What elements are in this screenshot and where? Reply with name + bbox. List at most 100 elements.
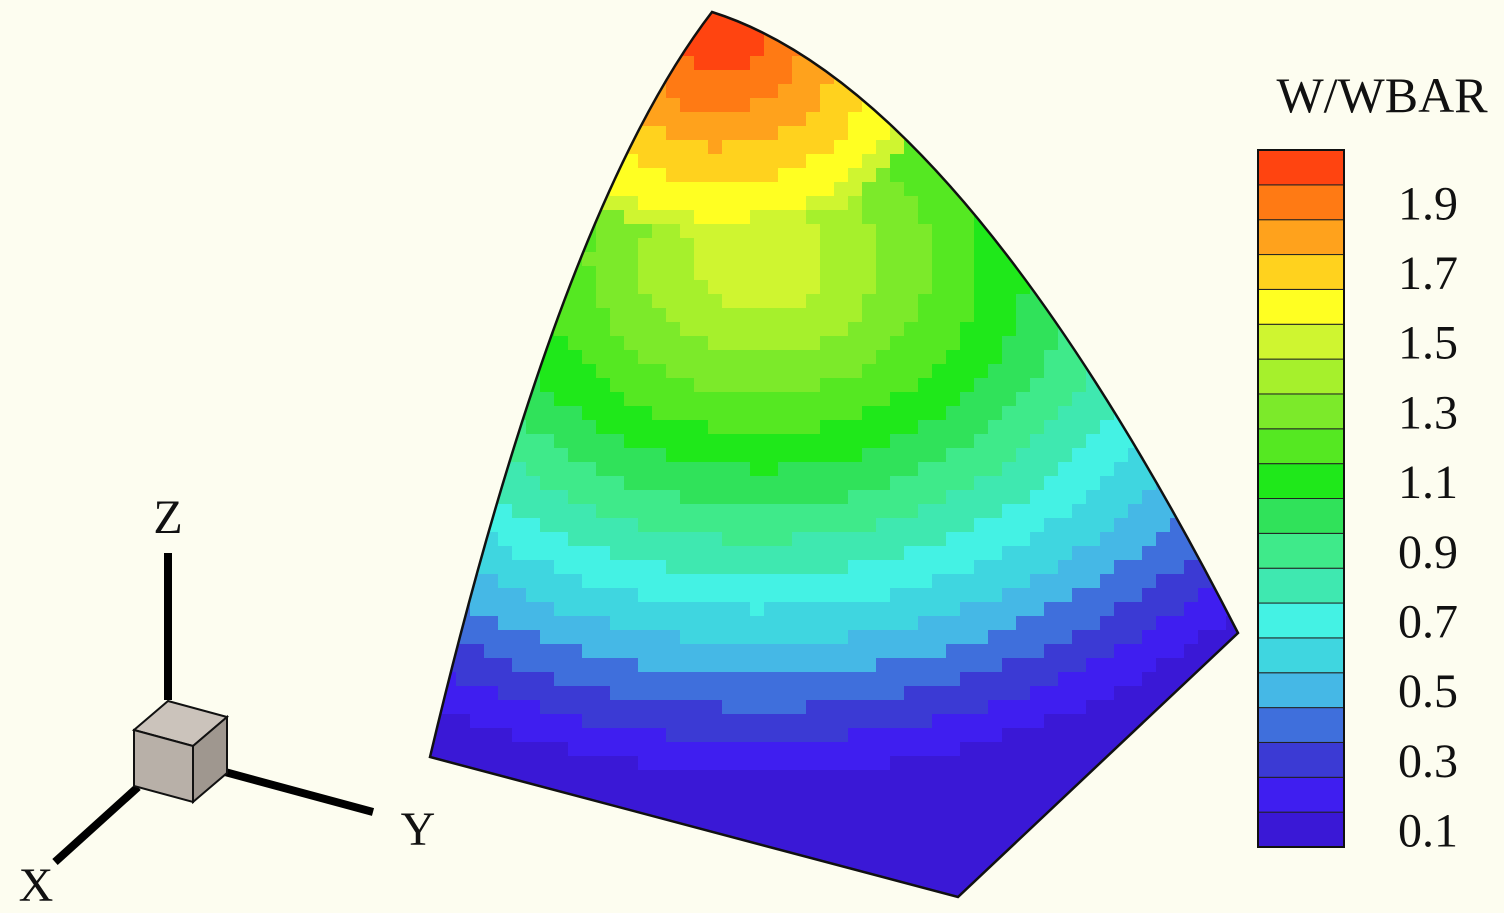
field-cell	[596, 882, 611, 897]
field-cell	[442, 182, 457, 197]
field-cell	[1128, 658, 1143, 673]
field-cell	[1030, 672, 1045, 687]
field-cell	[1226, 574, 1241, 589]
field-cell	[666, 896, 681, 911]
field-cell	[442, 518, 457, 533]
field-cell	[540, 364, 555, 379]
field-cell	[680, 798, 695, 813]
field-cell	[1100, 98, 1115, 113]
field-cell	[1002, 812, 1017, 827]
field-cell	[428, 168, 443, 183]
field-cell	[680, 112, 695, 127]
field-cell	[400, 770, 415, 785]
field-cell	[582, 742, 597, 757]
field-cell	[834, 266, 849, 281]
field-cell	[428, 126, 443, 141]
field-cell	[834, 504, 849, 519]
field-cell	[1072, 742, 1087, 757]
field-cell	[1030, 378, 1045, 393]
field-cell	[820, 476, 835, 491]
field-cell	[806, 294, 821, 309]
field-cell	[1170, 14, 1185, 29]
field-cell	[1184, 420, 1199, 435]
field-cell	[890, 0, 905, 15]
field-cell	[806, 84, 821, 99]
field-cell	[1142, 364, 1157, 379]
field-cell	[904, 14, 919, 29]
field-cell	[1100, 560, 1115, 575]
field-cell	[918, 728, 933, 743]
field-cell	[456, 280, 471, 295]
field-cell	[820, 112, 835, 127]
field-cell	[890, 420, 905, 435]
field-cell	[1156, 714, 1171, 729]
field-cell	[890, 504, 905, 519]
field-cell	[974, 560, 989, 575]
field-cell	[1002, 756, 1017, 771]
field-cell	[610, 210, 625, 225]
field-cell	[568, 112, 583, 127]
field-cell	[470, 84, 485, 99]
field-cell	[596, 868, 611, 883]
field-cell	[582, 490, 597, 505]
field-cell	[918, 742, 933, 757]
field-cell	[764, 574, 779, 589]
field-cell	[1114, 756, 1129, 771]
field-cell	[736, 420, 751, 435]
field-cell	[400, 28, 415, 43]
field-cell	[498, 322, 513, 337]
field-cell	[400, 742, 415, 757]
field-cell	[806, 154, 821, 169]
field-cell	[1100, 658, 1115, 673]
field-cell	[582, 364, 597, 379]
field-cell	[918, 266, 933, 281]
field-cell	[946, 0, 961, 15]
field-cell	[1156, 252, 1171, 267]
field-cell	[596, 434, 611, 449]
field-cell	[848, 364, 863, 379]
field-cell	[1142, 70, 1157, 85]
field-cell	[442, 574, 457, 589]
field-cell	[400, 84, 415, 99]
field-cell	[778, 658, 793, 673]
field-cell	[750, 196, 765, 211]
field-cell	[484, 868, 499, 883]
field-cell	[1212, 182, 1227, 197]
field-cell	[1030, 14, 1045, 29]
field-cell	[946, 546, 961, 561]
field-cell	[484, 280, 499, 295]
field-cell	[652, 616, 667, 631]
field-cell	[1212, 84, 1227, 99]
field-cell	[624, 714, 639, 729]
field-cell	[708, 406, 723, 421]
field-cell	[1254, 854, 1269, 869]
field-cell	[904, 280, 919, 295]
field-cell	[1072, 406, 1087, 421]
field-cell	[1002, 826, 1017, 841]
field-cell	[456, 378, 471, 393]
field-cell	[1212, 714, 1227, 729]
field-cell	[1156, 350, 1171, 365]
field-cell	[456, 714, 471, 729]
field-cell	[820, 434, 835, 449]
field-cell	[1002, 126, 1017, 141]
field-cell	[708, 294, 723, 309]
field-cell	[848, 0, 863, 15]
field-cell	[1002, 700, 1017, 715]
field-cell	[1240, 224, 1255, 239]
field-cell	[988, 322, 1003, 337]
field-cell	[694, 700, 709, 715]
field-cell	[1226, 588, 1241, 603]
field-cell	[680, 266, 695, 281]
field-cell	[862, 574, 877, 589]
field-cell	[1100, 448, 1115, 463]
field-cell	[694, 770, 709, 785]
field-cell	[820, 756, 835, 771]
field-cell	[1016, 28, 1031, 43]
field-cell	[484, 560, 499, 575]
field-cell	[1114, 196, 1129, 211]
field-cell	[470, 294, 485, 309]
field-cell	[582, 266, 597, 281]
field-cell	[1128, 392, 1143, 407]
field-cell	[1002, 462, 1017, 477]
